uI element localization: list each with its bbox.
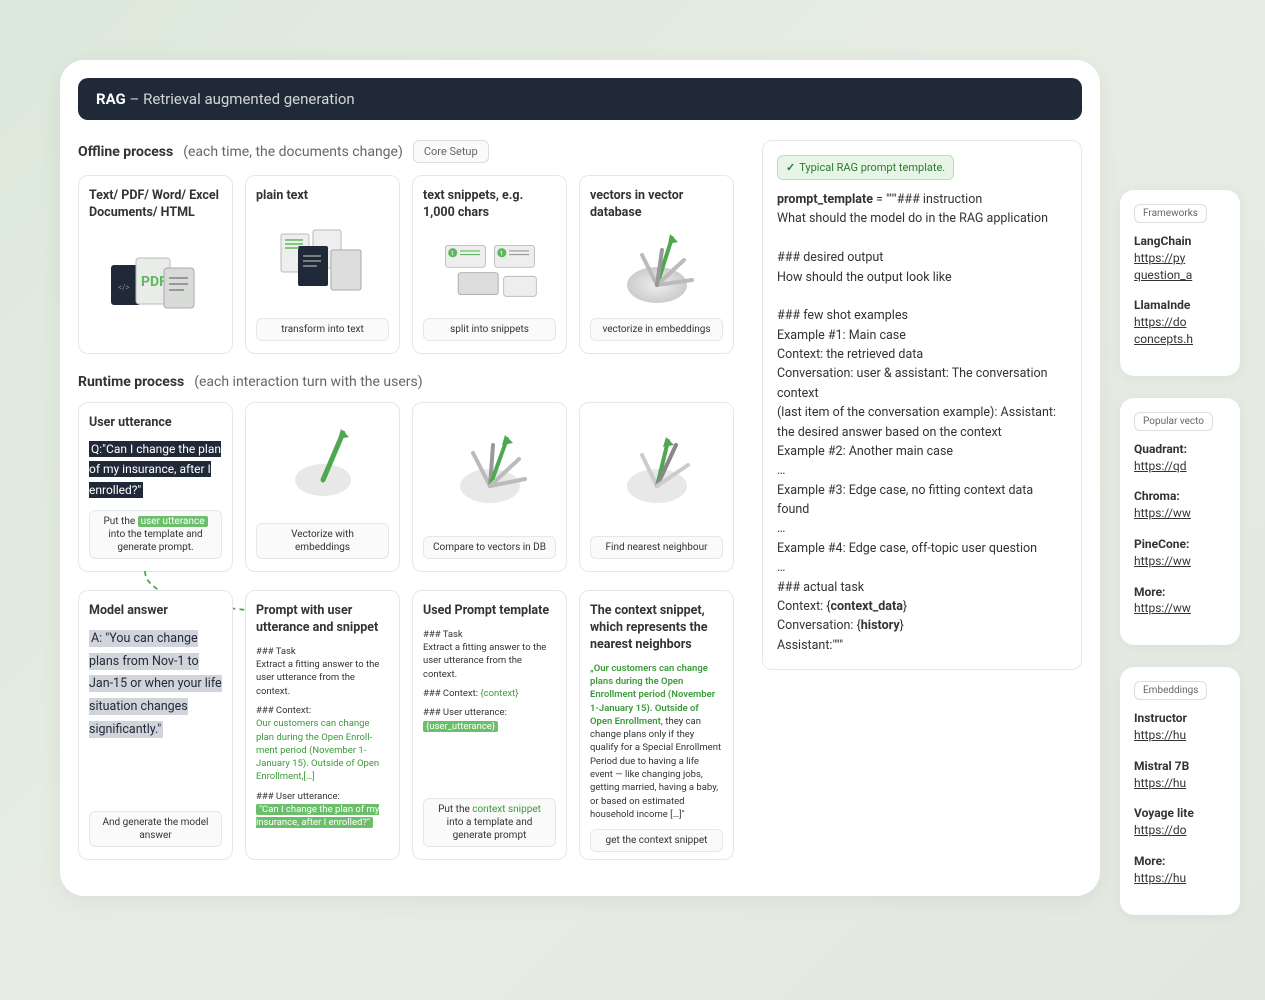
card-context-title: The context snippet, which represents th… — [590, 603, 723, 654]
side-item: More:https://ww — [1134, 584, 1226, 618]
card-snippets-title: text snippets, e.g. 1,000 chars — [423, 188, 556, 222]
main-panel: RAG – Retrieval augmented generation Off… — [60, 60, 1100, 896]
card-prompt-filled: Prompt with user utterance and snippet #… — [245, 590, 400, 860]
answer-text: A: "You can change plans from Nov-1 to J… — [89, 628, 222, 742]
runtime-row2: Model answer A: "You can change plans fr… — [78, 590, 750, 860]
card-vectorize: Vectorize with embeddings — [245, 402, 400, 572]
side-badge: Popular vecto — [1134, 412, 1213, 431]
offline-label: Offline process (each time, the document… — [78, 140, 750, 163]
context-body: „Our customers can change plans during t… — [590, 662, 723, 822]
side-item: PineCone:https://ww — [1134, 536, 1226, 570]
side-col: Frameworks LangChainhttps://pyquestion_a L… — [1120, 190, 1240, 915]
card-answer-title: Model answer — [89, 603, 222, 620]
header-bar: RAG – Retrieval augmented generation — [78, 78, 1082, 120]
card-context-snippet: The context snippet, which represents th… — [579, 590, 734, 860]
card-vectors: vectors in vector database — [579, 175, 734, 354]
vectors-illus — [590, 230, 723, 310]
template-box: Typical RAG prompt template. prompt_temp… — [762, 140, 1082, 670]
side-item: Voyage litehttps://do — [1134, 805, 1226, 839]
prompt-template-body: ### Task Extract a fitting answer to the… — [423, 628, 556, 733]
runtime-label: Runtime process (each interaction turn w… — [78, 374, 750, 390]
side-item: Mistral 7Bhttps://hu — [1134, 758, 1226, 792]
header-rest: – Retrieval augmented generation — [126, 90, 355, 108]
side-item: LlamaIndehttps://doconcepts.h — [1134, 297, 1226, 347]
card-vectors-cap: vectorize in embeddings — [590, 318, 723, 341]
offline-strong: Offline process — [78, 144, 173, 160]
card-prompt-filled-title: Prompt with user utterance and snippet — [256, 603, 389, 637]
card-utterance-title: User utterance — [89, 415, 222, 432]
card-compare: Compare to vectors in DB — [412, 402, 567, 572]
card-context-cap: get the context snippet — [590, 829, 723, 852]
side-panel: Popular vecto Quadrant:https://qd Chroma:h… — [1120, 398, 1240, 645]
card-plaintext-title: plain text — [256, 188, 389, 205]
side-badge: Embeddings — [1134, 681, 1207, 700]
card-prompt-template: Used Prompt template ### Task Extract a … — [412, 590, 567, 860]
side-item: Chroma:https://ww — [1134, 488, 1226, 522]
template-tag: Typical RAG prompt template. — [777, 155, 954, 180]
docs-illus: </> PDF — [89, 230, 222, 341]
card-answer-cap: And generate the model answer — [89, 811, 222, 847]
side-panel: Embeddings Instructorhttps://hu Mistral 7B… — [1120, 667, 1240, 914]
card-plaintext: plain text transform into text — [245, 175, 400, 354]
card-docs: Text/ PDF/ Word/ Excel Documents/ HTML <… — [78, 175, 233, 354]
left-flow: Offline process (each time, the document… — [78, 120, 750, 878]
card-nearest: Find nearest neighbour — [579, 402, 734, 572]
svg-text:</>: </> — [118, 283, 130, 292]
right-col: Typical RAG prompt template. prompt_temp… — [762, 140, 1082, 670]
compare-illus — [423, 415, 556, 528]
template-lines: prompt_template = """### instructionWhat… — [777, 190, 1067, 655]
utterance-cap: Put the user utterance into the template… — [89, 510, 222, 559]
header-bold: RAG — [96, 90, 126, 108]
side-badge: Frameworks — [1134, 204, 1207, 223]
card-answer: Model answer A: "You can change plans fr… — [78, 590, 233, 860]
offline-sub: (each time, the documents change) — [183, 144, 403, 160]
card-nearest-cap: Find nearest neighbour — [590, 536, 723, 559]
side-item: LangChainhttps://pyquestion_a — [1134, 233, 1226, 283]
utterance-text: Q:"Can I change the plan of my insurance… — [89, 440, 222, 502]
card-compare-cap: Compare to vectors in DB — [423, 536, 556, 559]
runtime-sub: (each interaction turn with the users) — [194, 374, 422, 390]
card-snippets: text snippets, e.g. 1,000 chars 1 1 — [412, 175, 567, 354]
side-item: More:https://hu — [1134, 853, 1226, 887]
side-item: Instructorhttps://hu — [1134, 710, 1226, 744]
nearest-illus — [590, 415, 723, 528]
prompt-filled-body: ### Task Extract a fitting answer to the… — [256, 645, 389, 830]
offline-row: Text/ PDF/ Word/ Excel Documents/ HTML <… — [78, 175, 750, 354]
svg-text:PDF: PDF — [141, 274, 167, 290]
card-snippets-cap: split into snippets — [423, 318, 556, 341]
card-vectors-title: vectors in vector database — [590, 188, 723, 222]
card-docs-title: Text/ PDF/ Word/ Excel Documents/ HTML — [89, 188, 222, 222]
card-utterance: User utterance Q:"Can I change the plan … — [78, 402, 233, 572]
card-prompt-template-cap: Put the context snippet into a template … — [423, 798, 556, 847]
plaintext-illus — [256, 213, 389, 310]
vectorize-illus — [256, 415, 389, 515]
svg-text:1: 1 — [499, 249, 503, 257]
card-plaintext-cap: transform into text — [256, 318, 389, 341]
card-vectorize-cap: Vectorize with embeddings — [256, 523, 389, 559]
runtime-row1: User utterance Q:"Can I change the plan … — [78, 402, 750, 572]
side-panel: Frameworks LangChainhttps://pyquestion_a L… — [1120, 190, 1240, 376]
runtime-strong: Runtime process — [78, 374, 184, 390]
svg-text:1: 1 — [450, 249, 454, 257]
snippets-illus: 1 1 — [423, 230, 556, 310]
card-prompt-template-title: Used Prompt template — [423, 603, 556, 620]
side-item: Quadrant:https://qd — [1134, 441, 1226, 475]
core-setup-badge: Core Setup — [413, 140, 489, 163]
